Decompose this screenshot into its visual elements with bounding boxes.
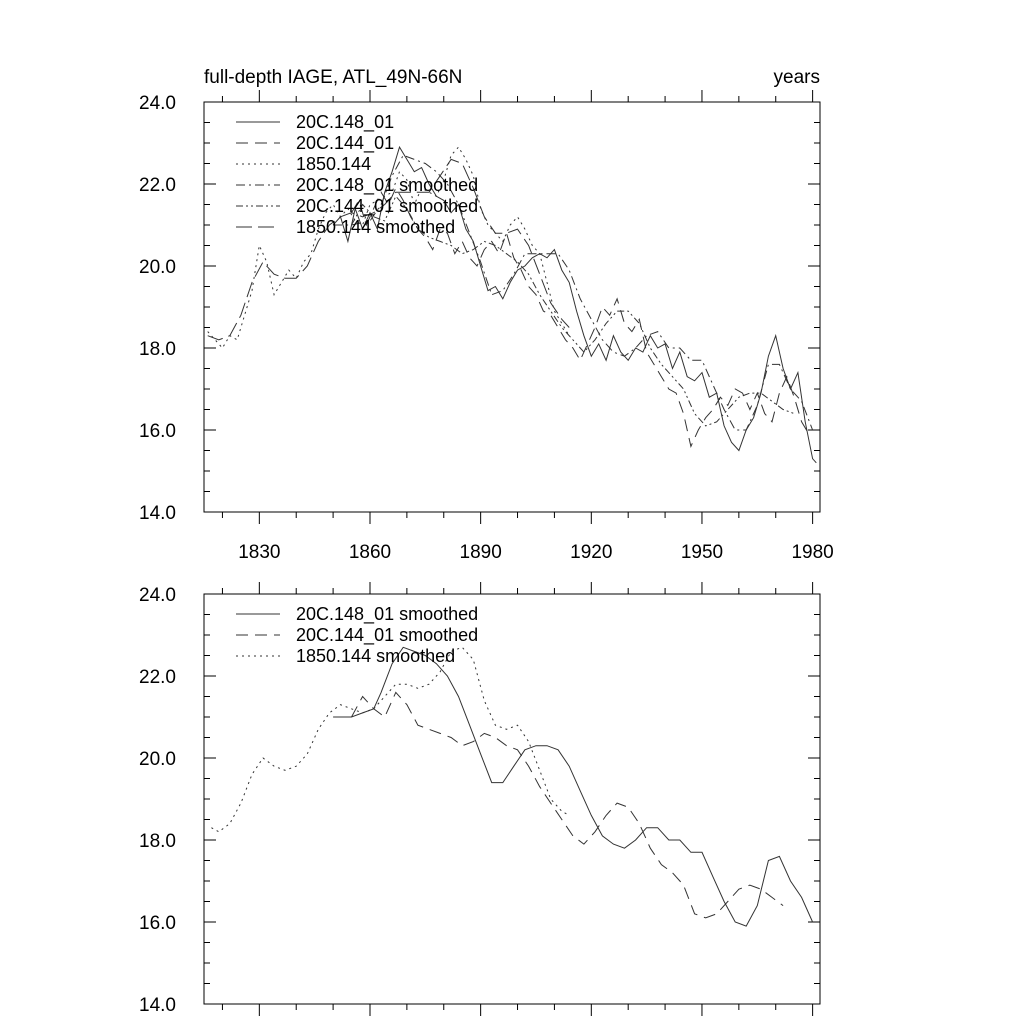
y-tick-label: 16.0 — [139, 913, 176, 934]
chart-units: years — [774, 67, 820, 88]
series-line-1 — [332, 145, 817, 464]
y-tick-label: 22.0 — [139, 667, 176, 688]
y-tick-label: 24.0 — [139, 93, 176, 114]
legend-label: 20C.148_01 smoothed — [296, 604, 478, 625]
y-tick-label: 20.0 — [139, 749, 176, 770]
legend-label: 20C.144_01 smoothed — [296, 196, 478, 217]
chart-title: full-depth IAGE, ATL_49N-66N — [204, 67, 462, 88]
y-tick-label: 24.0 — [139, 585, 176, 606]
series-line-3 — [211, 646, 570, 833]
x-tick-label: 1860 — [349, 542, 391, 563]
legend-label: 20C.148_01 smoothed — [296, 175, 478, 196]
y-tick-label: 18.0 — [139, 831, 176, 852]
bottom-panel: 14.0 16.0 18.0 20.0 22.0 24.0 20C.148_01 smoot… — [139, 582, 821, 1016]
legend-label: 20C.144_01 — [296, 133, 394, 154]
y-tick-label: 16.0 — [139, 421, 176, 442]
y-tick-label: 14.0 — [139, 503, 176, 524]
legend-label: 1850.144 smoothed — [296, 646, 455, 666]
legend-label: 1850.144 — [296, 154, 371, 174]
legend-label: 20C.144_01 smoothed — [296, 625, 478, 646]
y-tick-label: 18.0 — [139, 339, 176, 360]
y-tick-label: 20.0 — [139, 257, 176, 278]
top-panel: 14.0 16.0 18.0 20.0 22.0 24.0 1830 1860 1890 1920… — [139, 90, 834, 563]
legend-label: 1850.144 smoothed — [296, 217, 455, 237]
series-line-2 — [351, 691, 784, 919]
x-tick-label: 1950 — [681, 542, 723, 563]
y-tick-label: 22.0 — [139, 175, 176, 196]
series-line-1 — [333, 646, 814, 927]
legend-label: 20C.148_01 — [296, 112, 394, 133]
x-tick-label: 1980 — [791, 542, 833, 563]
series-line-4 — [333, 154, 814, 431]
series-line-5 — [351, 195, 795, 427]
x-tick-label: 1890 — [460, 542, 502, 563]
y-tick-label: 14.0 — [139, 995, 176, 1016]
x-tick-label: 1830 — [238, 542, 280, 563]
series-line-6 — [207, 158, 570, 341]
x-tick-label: 1920 — [570, 542, 612, 563]
